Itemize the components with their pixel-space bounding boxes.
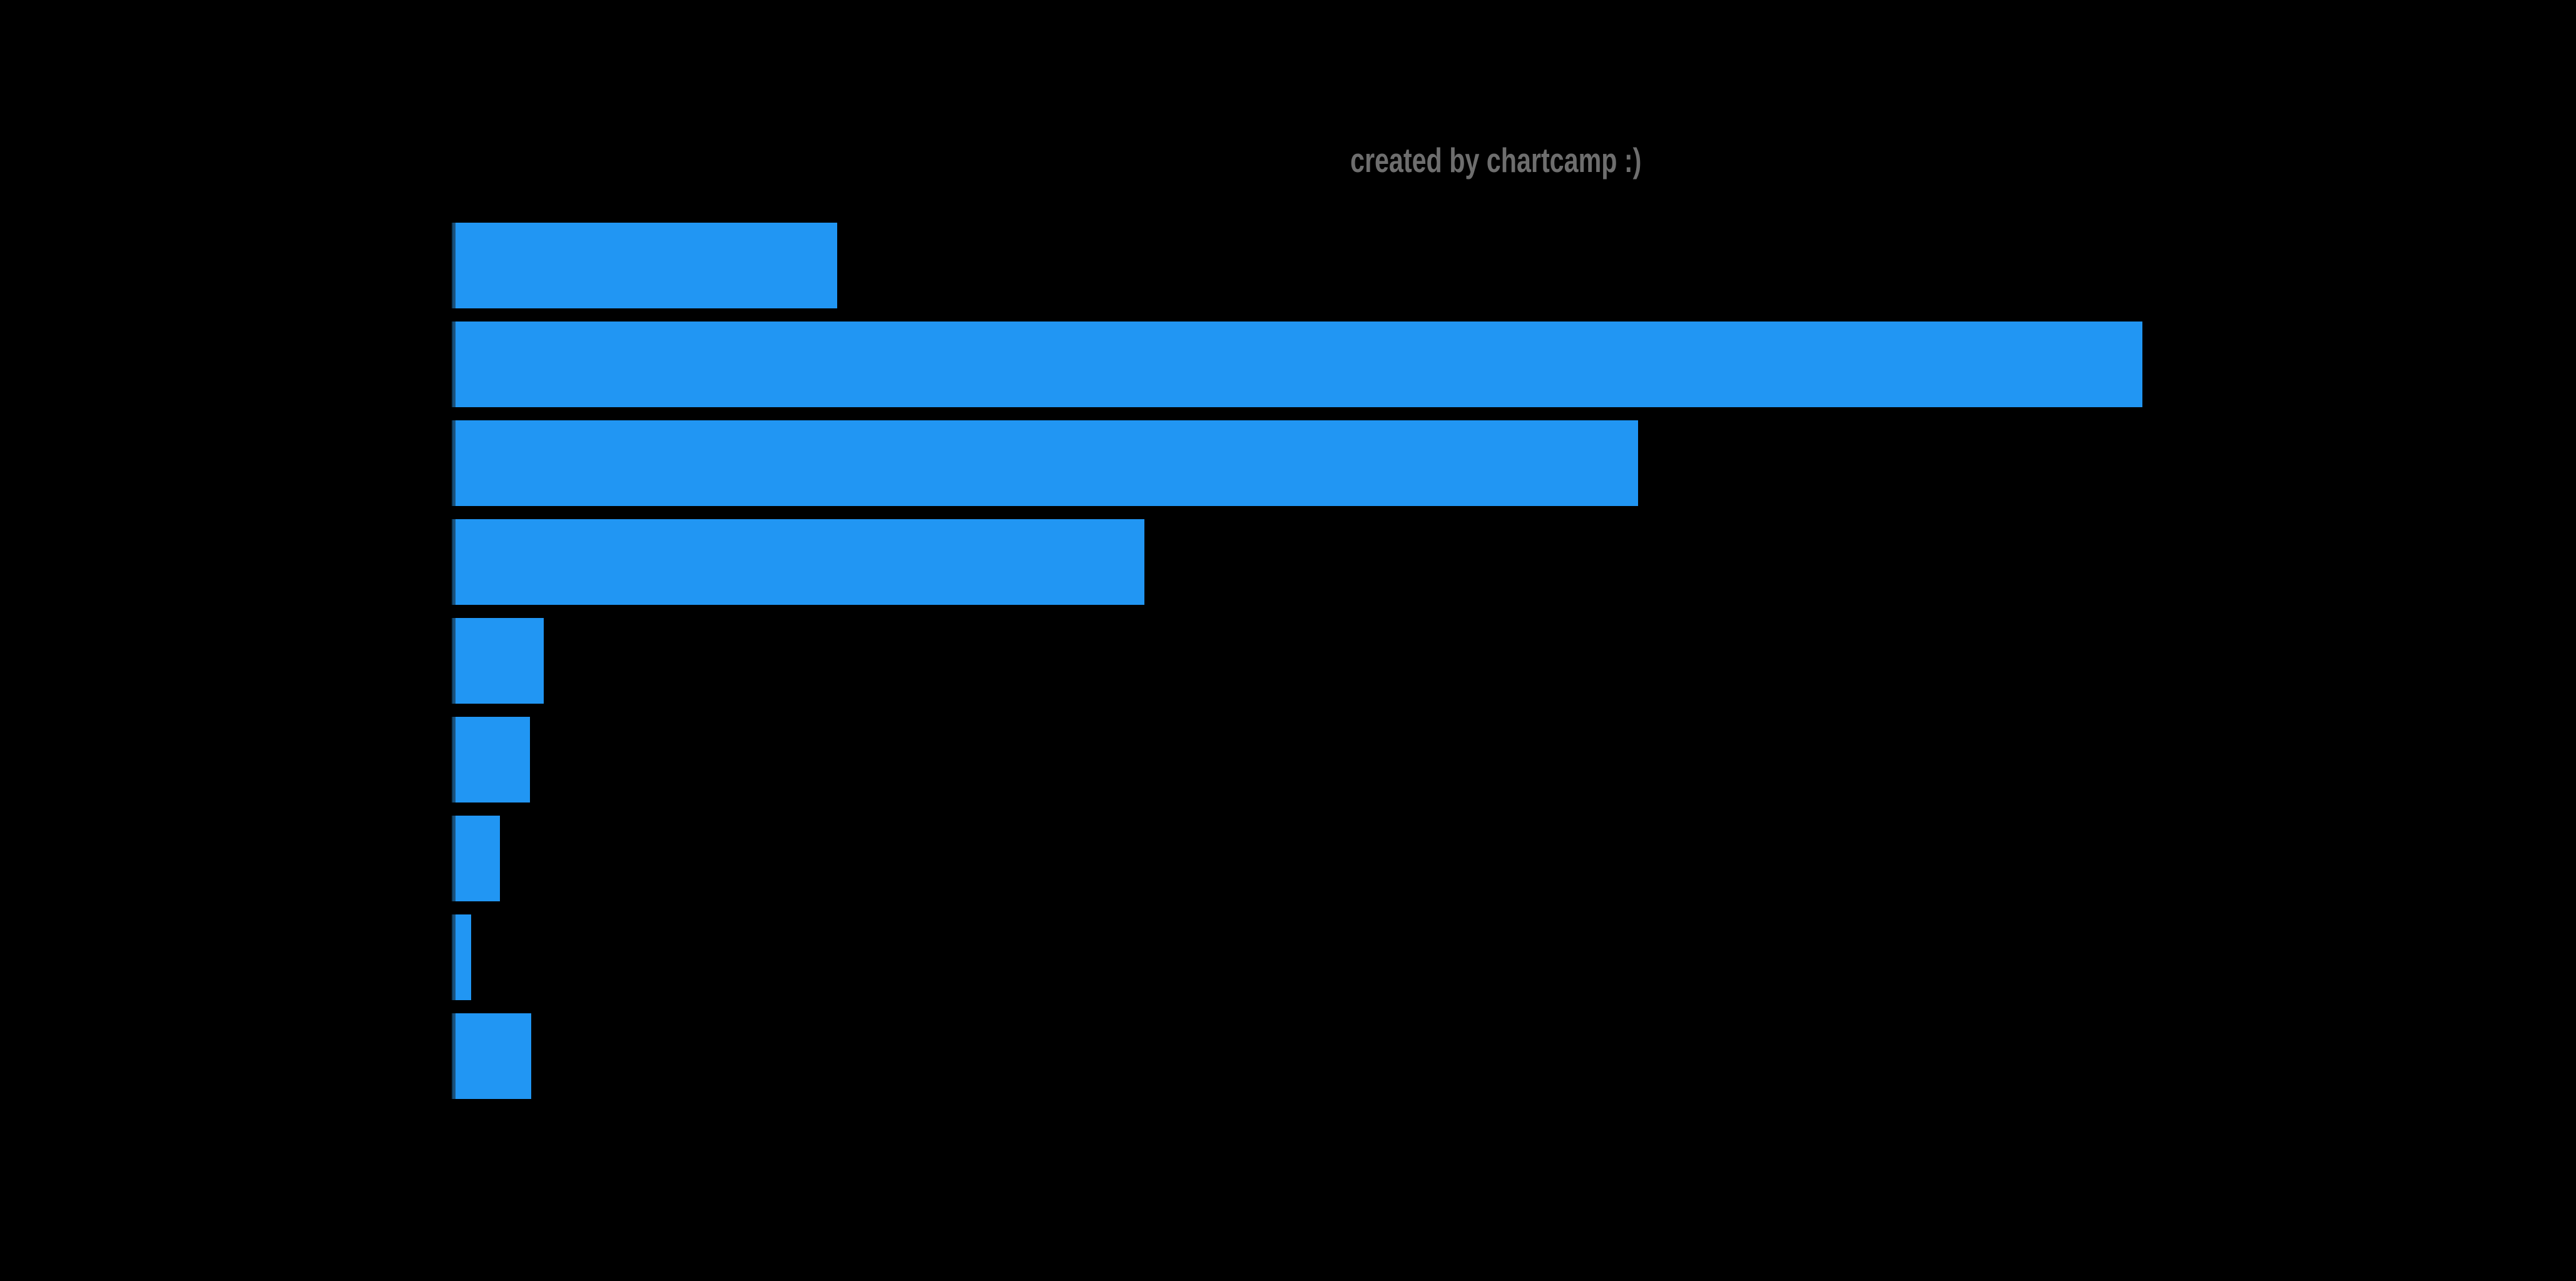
- y-axis-line-segment: [452, 914, 456, 1000]
- bar-row-7: [452, 816, 500, 901]
- bar-row-3: [452, 420, 1638, 506]
- bar-row-6: [452, 717, 530, 803]
- y-axis-line-segment: [452, 223, 456, 308]
- bar-row-8: [452, 914, 471, 1000]
- y-axis-line-segment: [452, 519, 456, 605]
- bar-row-9: [452, 1013, 531, 1099]
- bar-row-1: [452, 223, 837, 308]
- y-axis-line-segment: [452, 322, 456, 407]
- y-axis-line-segment: [452, 618, 456, 704]
- y-axis-line-segment: [452, 717, 456, 803]
- y-axis-line-segment: [452, 816, 456, 901]
- watermark-text: created by chartcamp :): [1350, 141, 1642, 180]
- y-axis-line-segment: [452, 1013, 456, 1099]
- bar-row-2: [452, 322, 2142, 407]
- y-axis-line-segment: [452, 420, 456, 506]
- bar-row-4: [452, 519, 1144, 605]
- bar-row-5: [452, 618, 544, 704]
